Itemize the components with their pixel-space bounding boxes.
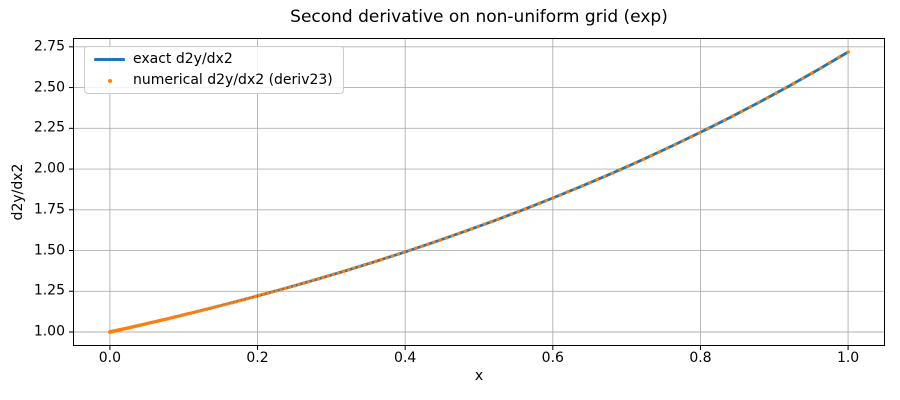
y-tick-label: 1.25 xyxy=(33,282,65,299)
legend: exact d2y/dx2 numerical d2y/dx2 (deriv23… xyxy=(84,46,344,94)
legend-item-numerical: numerical d2y/dx2 (deriv23) xyxy=(94,72,333,89)
y-tick-label: 2.75 xyxy=(33,38,65,55)
legend-label-exact: exact d2y/dx2 xyxy=(133,51,233,67)
numerical-points xyxy=(108,50,850,334)
axes-frame xyxy=(73,38,885,346)
chart-title: Second derivative on non-uniform grid (e… xyxy=(290,7,668,27)
y-tick-label: 1.00 xyxy=(33,323,65,340)
x-tick-label: 0.6 xyxy=(541,350,564,366)
y-tick-label: 2.25 xyxy=(33,119,65,136)
x-tick-label: 0.2 xyxy=(246,350,269,366)
legend-item-exact: exact d2y/dx2 xyxy=(94,51,333,68)
x-axis-label: x xyxy=(474,368,484,384)
y-tick-label: 2.00 xyxy=(33,160,65,177)
legend-label-numerical: numerical d2y/dx2 (deriv23) xyxy=(133,72,333,88)
x-tick-label: 0.4 xyxy=(394,350,417,366)
y-tick-label: 1.75 xyxy=(33,201,65,218)
x-tick-label: 1.0 xyxy=(836,350,860,366)
legend-line-swatch xyxy=(94,58,125,61)
y-tick-label: 1.50 xyxy=(33,242,65,259)
exact-curve xyxy=(108,50,850,334)
y-tick-label: 2.50 xyxy=(33,79,65,96)
x-tick-label: 0.0 xyxy=(98,350,122,366)
x-tick-label: 0.8 xyxy=(689,350,712,366)
legend-dot-swatch xyxy=(94,78,125,83)
